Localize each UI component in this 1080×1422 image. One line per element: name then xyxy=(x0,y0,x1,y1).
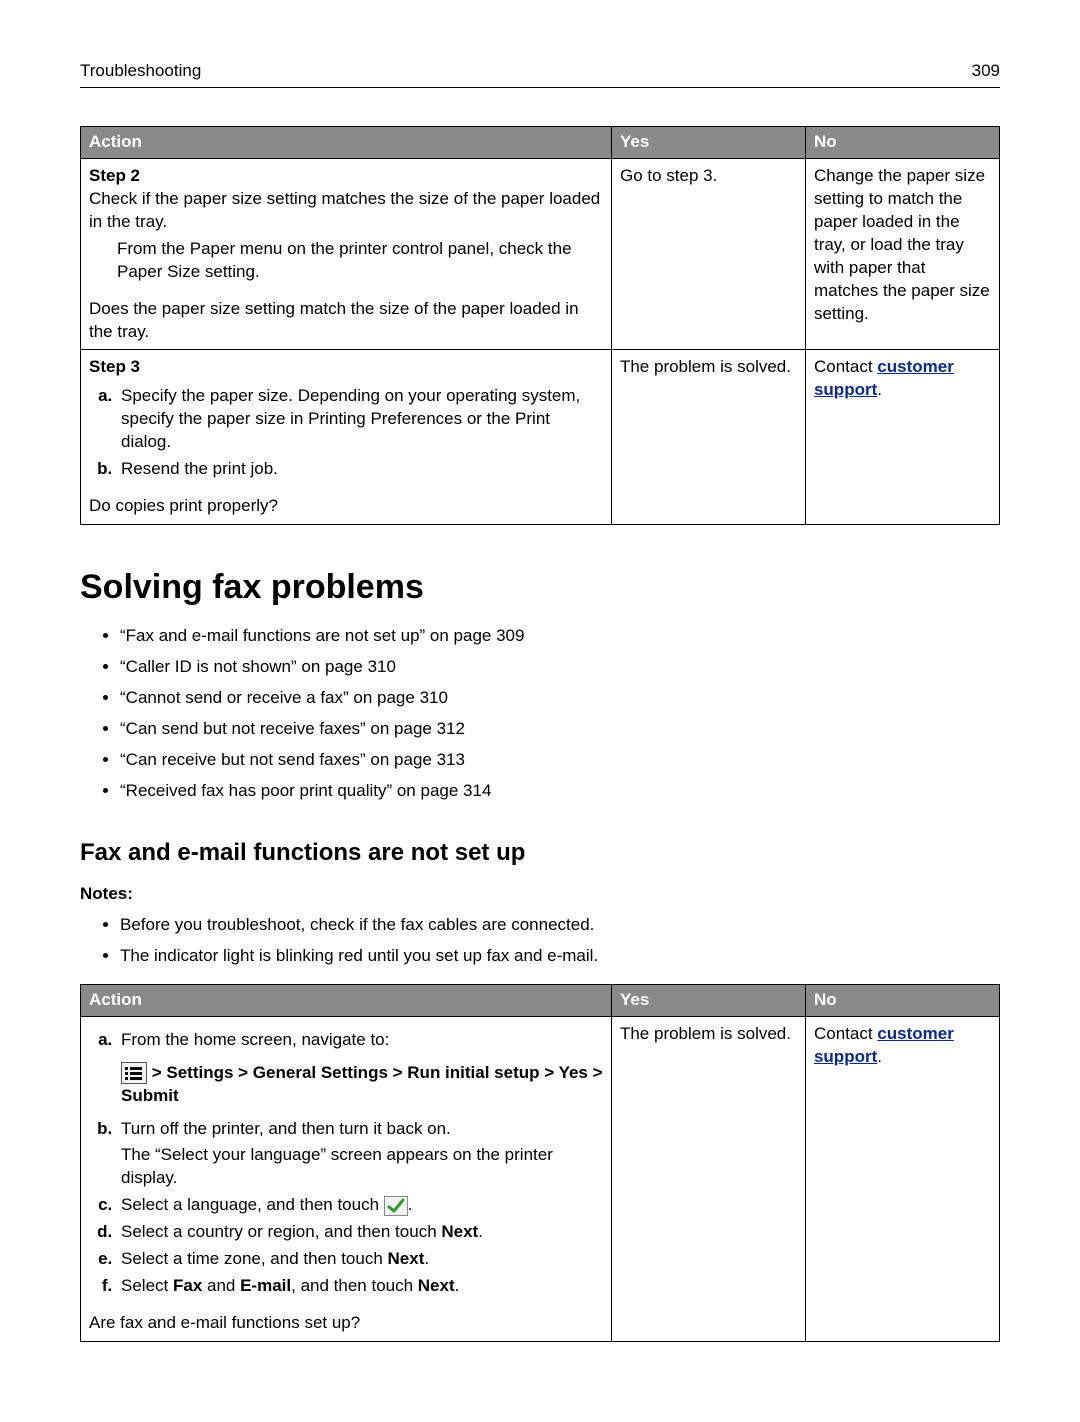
notes-list: Before you troubleshoot, check if the fa… xyxy=(80,914,1000,968)
step-c-pre: Select a language, and then touch xyxy=(121,1195,384,1214)
list-item: Specify the paper size. Depending on you… xyxy=(117,385,603,454)
step-d-post: . xyxy=(478,1222,483,1241)
running-head-page: 309 xyxy=(972,60,1000,83)
no-suffix: . xyxy=(877,1047,882,1066)
step-substeps: Specify the paper size. Depending on you… xyxy=(89,385,603,481)
list-item: Turn off the printer, and then turn it b… xyxy=(117,1118,603,1191)
step-sub: From the Paper menu on the printer contr… xyxy=(117,238,603,284)
setup-steps: From the home screen, navigate to: xyxy=(89,1029,603,1298)
table-row: Action Yes No xyxy=(81,984,1000,1016)
list-item: Resend the print job. xyxy=(117,458,603,481)
cell-no: Contact customer support. xyxy=(805,1016,999,1341)
menu-icon xyxy=(121,1062,147,1084)
cell-action: Step 2 Check if the paper size setting m… xyxy=(81,158,612,350)
no-suffix: . xyxy=(877,380,882,399)
nav-path: > Settings > General Settings > Run init… xyxy=(121,1062,603,1108)
step-title: Step 2 xyxy=(89,165,603,188)
step-f-pre: Select xyxy=(121,1276,173,1295)
subsection-heading-fax-email-not-set-up: Fax and e-mail functions are not set up xyxy=(80,837,1000,869)
list-item: Select a time zone, and then touch Next. xyxy=(117,1248,603,1271)
cell-yes: The problem is solved. xyxy=(611,1016,805,1341)
list-item[interactable]: “Can receive but not send faxes” on page… xyxy=(120,749,1000,772)
step-f-mid2: , and then touch xyxy=(291,1276,418,1295)
page: Troubleshooting 309 Action Yes No Step 2… xyxy=(0,0,1080,1422)
step-c-post: . xyxy=(408,1195,413,1214)
col-header-action: Action xyxy=(81,984,612,1016)
no-prefix: Contact xyxy=(814,1024,877,1043)
cell-no: Contact customer support. xyxy=(805,350,999,525)
list-item: Before you troubleshoot, check if the fa… xyxy=(120,914,1000,937)
cell-yes: The problem is solved. xyxy=(611,350,805,525)
col-header-yes: Yes xyxy=(611,126,805,158)
step-f-b1: Fax xyxy=(173,1276,202,1295)
step-e-bold: Next xyxy=(388,1249,425,1268)
list-item: Select a country or region, and then tou… xyxy=(117,1221,603,1244)
list-item[interactable]: “Caller ID is not shown” on page 310 xyxy=(120,656,1000,679)
running-head: Troubleshooting 309 xyxy=(80,60,1000,88)
table-row: Step 3 Specify the paper size. Depending… xyxy=(81,350,1000,525)
list-item: Select a language, and then touch . xyxy=(117,1194,603,1217)
cell-yes: Go to step 3. xyxy=(611,158,805,350)
list-item[interactable]: “Cannot send or receive a fax” on page 3… xyxy=(120,687,1000,710)
col-header-yes: Yes xyxy=(611,984,805,1016)
step-f-post: . xyxy=(455,1276,460,1295)
col-header-no: No xyxy=(805,126,999,158)
notes-label: Notes: xyxy=(80,883,1000,906)
table-row: Action Yes No xyxy=(81,126,1000,158)
col-header-no: No xyxy=(805,984,999,1016)
troubleshoot-table-2: Action Yes No From the home screen, navi… xyxy=(80,984,1000,1342)
step-f-b2: E-mail xyxy=(240,1276,291,1295)
col-header-action: Action xyxy=(81,126,612,158)
cell-action: Step 3 Specify the paper size. Depending… xyxy=(81,350,612,525)
running-head-title: Troubleshooting xyxy=(80,60,201,83)
step-d-bold: Next xyxy=(441,1222,478,1241)
list-item: Select Fax and E-mail, and then touch Ne… xyxy=(117,1275,603,1298)
cell-action: From the home screen, navigate to: xyxy=(81,1016,612,1341)
table-row: From the home screen, navigate to: xyxy=(81,1016,1000,1341)
checkmark-icon xyxy=(384,1196,408,1216)
section-link-list: “Fax and e-mail functions are not set up… xyxy=(80,625,1000,803)
step-f-b3: Next xyxy=(418,1276,455,1295)
list-item[interactable]: “Fax and e-mail functions are not set up… xyxy=(120,625,1000,648)
troubleshoot-table-1: Action Yes No Step 2 Check if the paper … xyxy=(80,126,1000,525)
step-f-mid1: and xyxy=(202,1276,240,1295)
table-row: Step 2 Check if the paper size setting m… xyxy=(81,158,1000,350)
list-item: From the home screen, navigate to: xyxy=(117,1029,603,1108)
step-e-post: . xyxy=(424,1249,429,1268)
step-question: Do copies print properly? xyxy=(89,495,603,518)
cell-no: Change the paper size setting to match t… xyxy=(805,158,999,350)
step-b-line2: The “Select your language” screen appear… xyxy=(121,1144,603,1190)
step-d-pre: Select a country or region, and then tou… xyxy=(121,1222,441,1241)
step-a-text: From the home screen, navigate to: xyxy=(121,1030,389,1049)
step-e-pre: Select a time zone, and then touch xyxy=(121,1249,388,1268)
section-heading-solving-fax-problems: Solving fax problems xyxy=(80,565,1000,611)
no-prefix: Contact xyxy=(814,357,877,376)
step-question: Does the paper size setting match the si… xyxy=(89,298,603,344)
list-item: The indicator light is blinking red unti… xyxy=(120,945,1000,968)
step-b-line1: Turn off the printer, and then turn it b… xyxy=(121,1119,451,1138)
step-text: Check if the paper size setting matches … xyxy=(89,188,603,234)
nav-path-text: > Settings > General Settings > Run init… xyxy=(121,1063,603,1105)
step-title: Step 3 xyxy=(89,356,603,379)
list-item[interactable]: “Received fax has poor print quality” on… xyxy=(120,780,1000,803)
list-item[interactable]: “Can send but not receive faxes” on page… xyxy=(120,718,1000,741)
step-question: Are fax and e-mail functions set up? xyxy=(89,1312,603,1335)
